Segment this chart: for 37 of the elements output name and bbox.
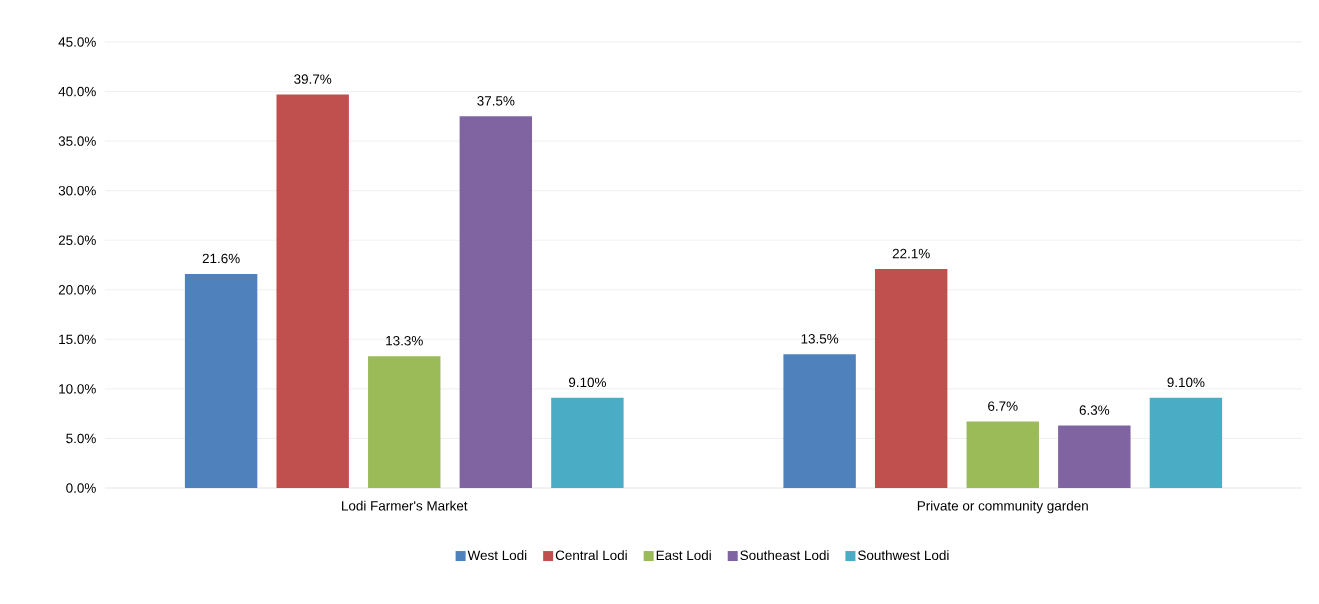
data-label: 6.7%: [988, 401, 1018, 411]
y-tick-label: 15.0%: [59, 334, 96, 345]
bar: [1058, 425, 1131, 488]
y-tick-label: 5.0%: [66, 433, 96, 444]
y-tick-label: 0.0%: [66, 483, 96, 493]
bar: [874, 268, 948, 488]
bar: [1149, 397, 1223, 488]
data-label: 39.7%: [294, 74, 332, 84]
y-tick-label: 10.0%: [59, 384, 96, 394]
legend-label: West Lodi: [467, 550, 527, 561]
legend-label: East Lodi: [656, 550, 711, 561]
data-label: 13.3%: [386, 335, 423, 346]
y-tick-label: 30.0%: [58, 185, 96, 196]
data-label: 13.5%: [801, 333, 839, 344]
data-label: 9.10%: [1167, 377, 1205, 388]
bar: [783, 354, 856, 488]
data-label: 37.5%: [477, 96, 515, 106]
bar: [276, 94, 349, 488]
bar: [966, 421, 1039, 488]
bar: [184, 273, 258, 488]
data-label: 9.10%: [568, 377, 606, 388]
bar: [551, 397, 624, 488]
y-tick-label: 40.0%: [58, 86, 96, 97]
y-tick-label: 45.0%: [58, 37, 96, 47]
data-label: 21.6%: [202, 253, 240, 264]
data-label: 6.3%: [1079, 405, 1110, 415]
y-tick-label: 25.0%: [58, 235, 96, 245]
x-tick-label: Lodi Farmer's Market: [342, 500, 468, 511]
bar: [459, 116, 533, 488]
data-label: 22.1%: [892, 248, 930, 259]
bar: [368, 356, 441, 488]
y-tick-label: 35.0%: [58, 136, 96, 146]
x-tick-label: Private or community garden: [917, 500, 1088, 514]
y-tick-label: 20.0%: [58, 285, 96, 295]
legend-label: Southwest Lodi: [858, 550, 949, 561]
legend-label: Southeast Lodi: [740, 550, 829, 561]
legend-label: Central Lodi: [555, 550, 627, 561]
